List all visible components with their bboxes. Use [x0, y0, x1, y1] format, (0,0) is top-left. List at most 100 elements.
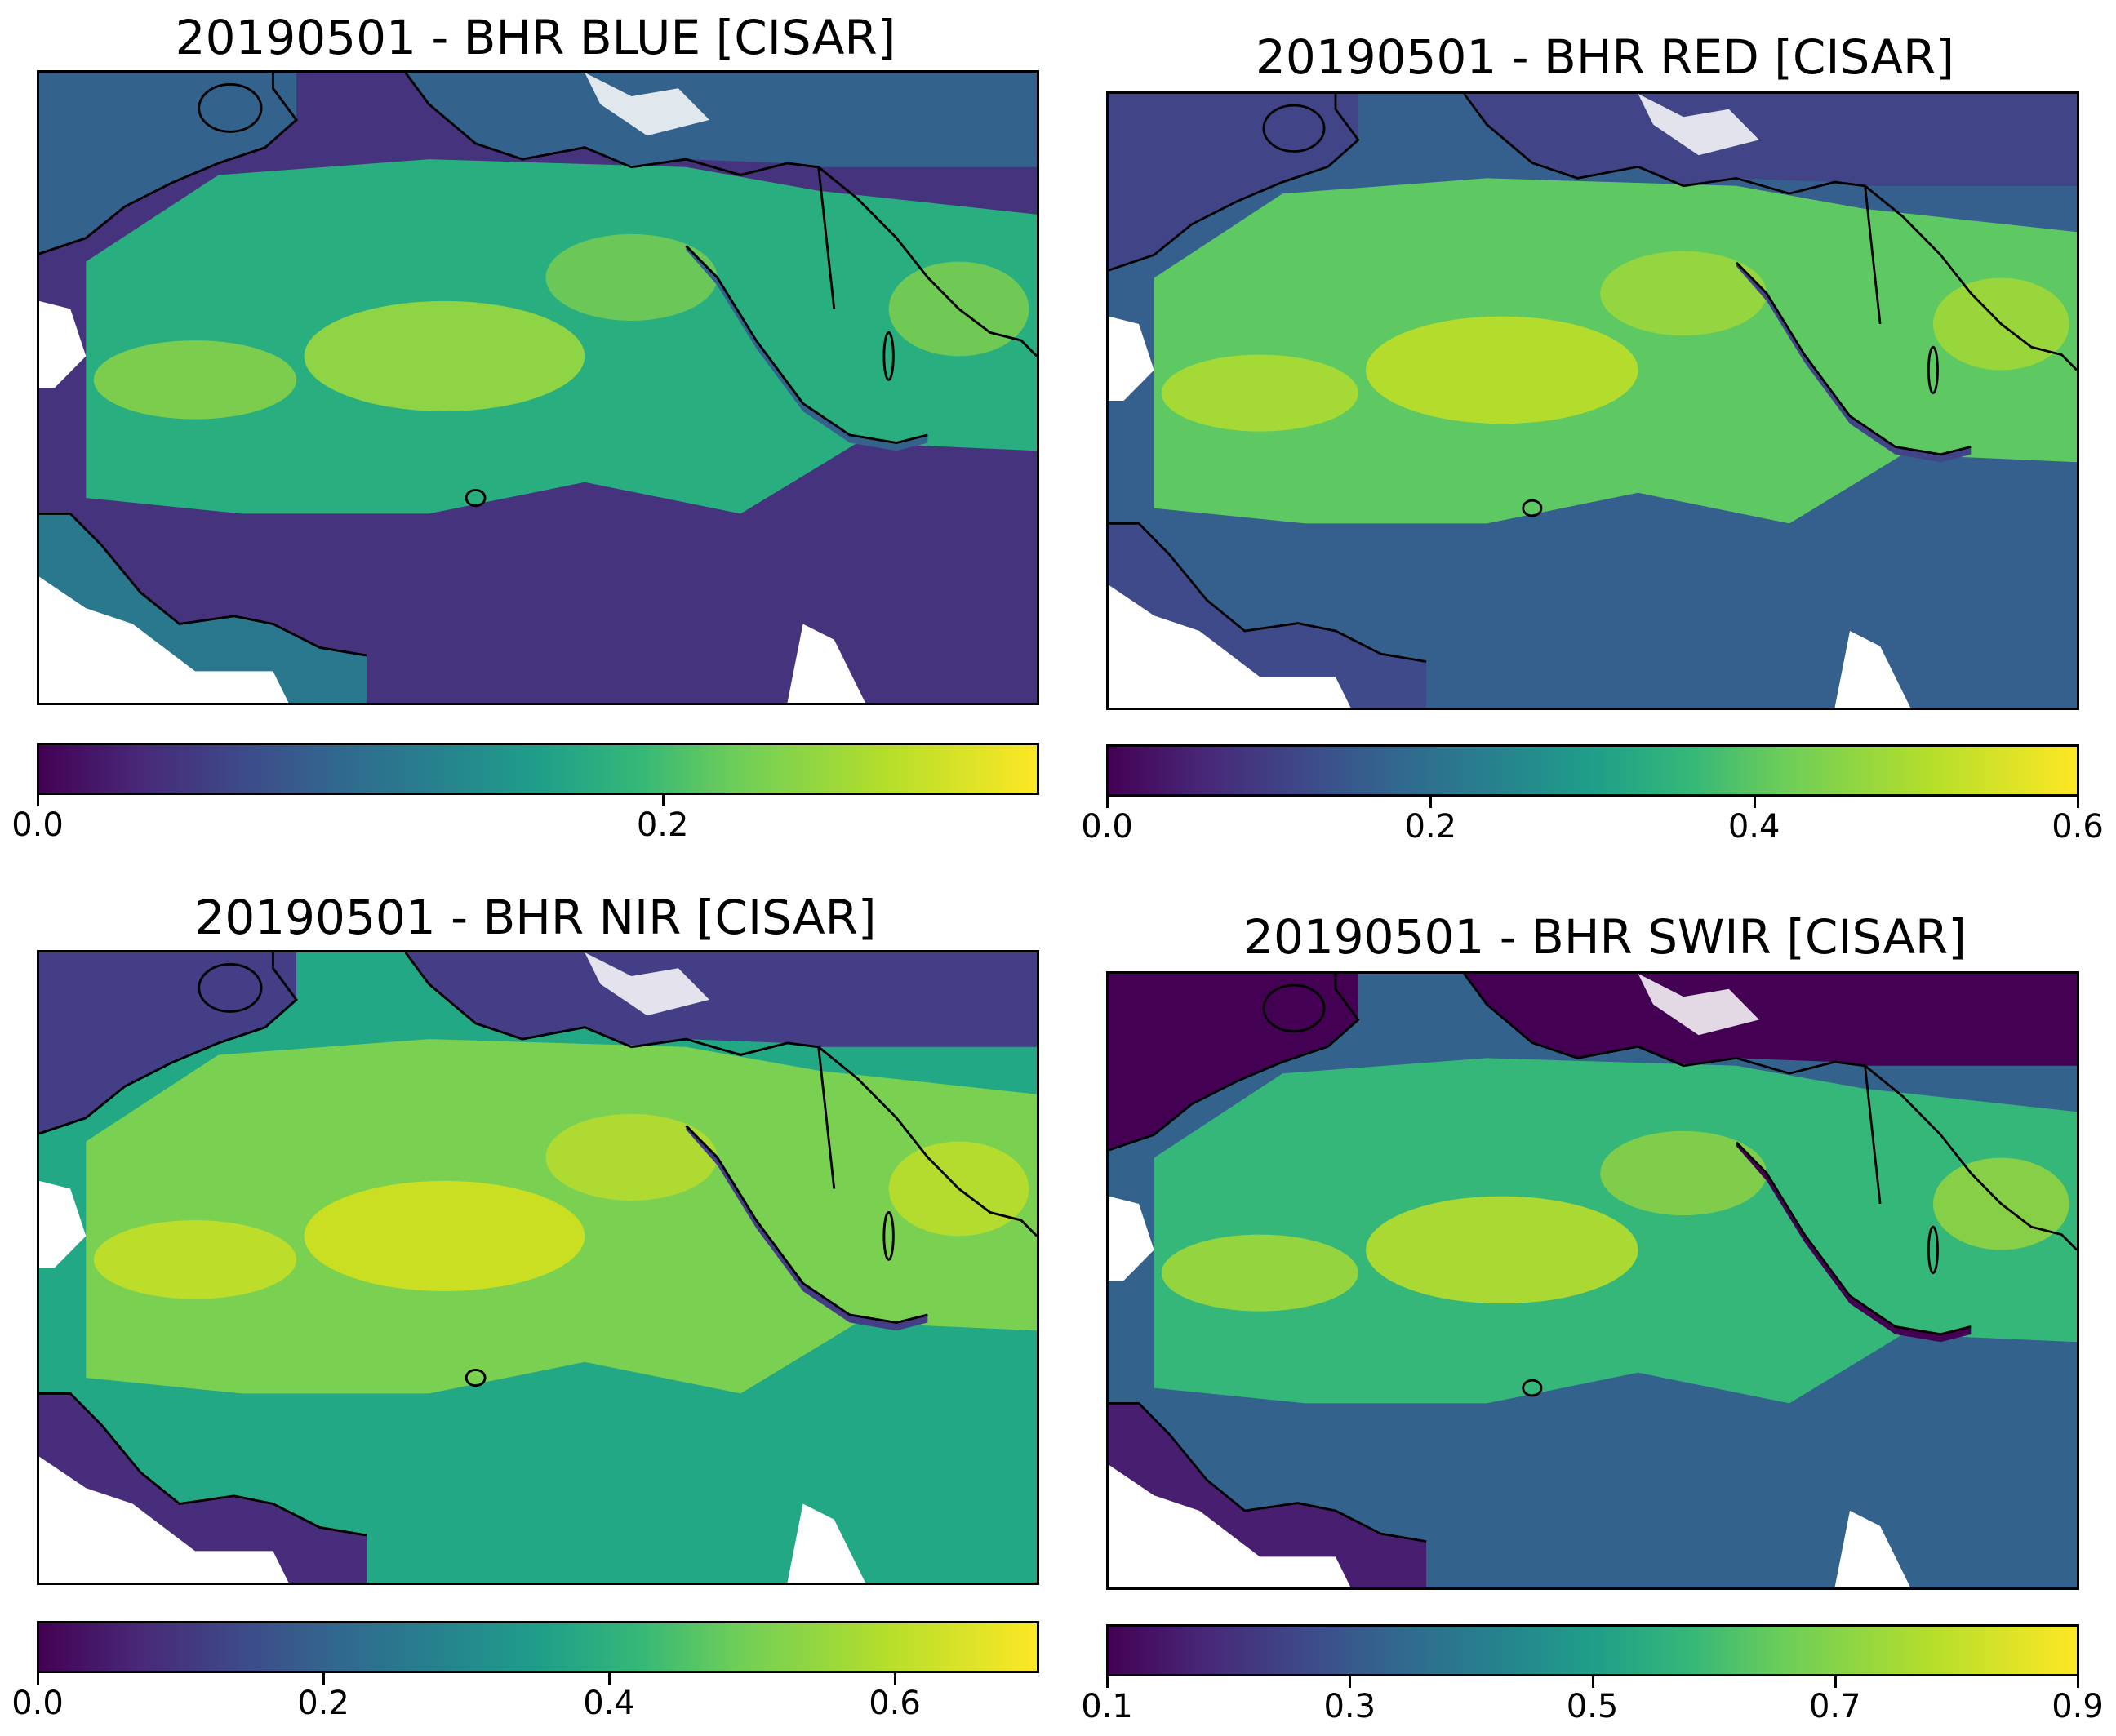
coastline: [1864, 185, 1882, 325]
lake-outline: [1522, 499, 1543, 517]
colorbar-tick: [37, 1673, 39, 1685]
colorbar-tick-label: 0.2: [297, 1685, 349, 1722]
panel-title-blue: 20190501 - BHR BLUE [CISAR]: [175, 10, 896, 65]
colorbar-blue: [37, 743, 1039, 795]
colorbar-tick-label: 0.0: [1081, 808, 1133, 846]
island: [1262, 983, 1326, 1032]
coastline: [1864, 1065, 1882, 1205]
panel-title-nir: 20190501 - BHR NIR [CISAR]: [194, 890, 877, 945]
island: [198, 83, 263, 133]
nodata-region: [1109, 1464, 1351, 1587]
bright-desert-region: [1161, 354, 1358, 432]
map-nir: [37, 950, 1039, 1585]
colorbar-tick: [322, 1673, 325, 1685]
mediterranean-sea: [1109, 94, 2077, 271]
colorbar-tick-label: 0.1: [1081, 1688, 1133, 1725]
nodata-region: [39, 576, 289, 703]
nodata-region: [787, 1503, 865, 1583]
colorbar-tick: [1753, 797, 1756, 808]
bright-desert-region: [1161, 1234, 1358, 1312]
coastline: [685, 245, 928, 445]
colorbar-tick-label: 0.6: [869, 1685, 921, 1722]
lake-outline: [882, 331, 895, 381]
map-red: [1106, 91, 2079, 710]
colorbar-tick-label: 0.7: [1808, 1688, 1861, 1725]
coastline: [1736, 1141, 1972, 1336]
island: [198, 963, 263, 1013]
mediterranean-sea: [1109, 974, 2077, 1151]
nodata-region: [39, 300, 87, 388]
colorbar-tick-label: 0.6: [2052, 808, 2104, 846]
bright-desert-region: [1600, 1130, 1767, 1216]
nodata-region: [585, 73, 710, 136]
colorbar-tick-label: 0.2: [636, 806, 689, 844]
bright-desert-region: [545, 1113, 718, 1201]
map-blue: [37, 70, 1039, 705]
albedo-map: [39, 952, 1037, 1583]
nodata-region: [585, 952, 710, 1016]
colorbar-tick-label: 0.5: [1566, 1688, 1619, 1725]
coastline: [685, 1125, 928, 1325]
coastline: [39, 952, 1037, 1537]
mediterranean-sea: [39, 73, 1037, 254]
colorbar-tick: [1106, 1676, 1109, 1688]
coastline: [817, 166, 836, 309]
nodata-region: [1638, 974, 1759, 1036]
lake-outline: [465, 1369, 487, 1387]
map-swir: [1106, 971, 2079, 1590]
colorbar-tick: [608, 1673, 611, 1685]
panel-title-swir: 20190501 - BHR SWIR [CISAR]: [1243, 909, 1967, 965]
colorbar-tick: [2077, 797, 2079, 808]
coastline: [1736, 261, 1972, 456]
colorbar-nir: [37, 1621, 1039, 1673]
colorbar-tick-label: 0.3: [1323, 1688, 1376, 1725]
red-sea: [1736, 1142, 1972, 1343]
colorbar-tick: [1834, 1676, 1837, 1688]
coastline: [1109, 974, 2077, 1543]
bright-desert-region: [1366, 316, 1638, 424]
colorbar-red: [1106, 744, 2079, 797]
nodata-region: [1834, 1511, 1911, 1587]
coastline: [817, 1046, 836, 1189]
coastline: [1109, 94, 2077, 663]
nodata-region: [39, 1180, 87, 1268]
panel-title-red: 20190501 - BHR RED [CISAR]: [1256, 29, 1954, 85]
colorbar-tick: [1429, 797, 1433, 808]
colorbar-tick: [1591, 1676, 1594, 1688]
bright-desert-region: [1366, 1196, 1638, 1304]
colorbar-tick: [1106, 797, 1109, 808]
colorbar-tick-label: 0.0: [11, 806, 64, 844]
bright-desert-region: [93, 340, 297, 420]
bright-desert-region: [304, 300, 585, 411]
nodata-region: [787, 624, 865, 703]
colorbar-tick: [661, 795, 665, 806]
colorbar-tick: [894, 1673, 896, 1685]
colorbar-tick: [1349, 1676, 1352, 1688]
colorbar-tick-label: 0.0: [11, 1685, 64, 1722]
bright-desert-region: [93, 1220, 297, 1299]
island: [1262, 104, 1326, 153]
lake-outline: [465, 489, 487, 508]
nodata-region: [1109, 584, 1351, 708]
lake-outline: [1927, 345, 1939, 395]
colorbar-tick-label: 0.4: [583, 1685, 635, 1722]
nodata-region: [1638, 94, 1759, 156]
red-sea: [686, 1126, 928, 1331]
lake-outline: [1927, 1225, 1939, 1275]
mediterranean-sea: [39, 952, 1037, 1134]
bright-desert-region: [304, 1180, 585, 1291]
lake-outline: [1522, 1379, 1543, 1397]
albedo-map: [1109, 94, 2077, 708]
colorbar-tick: [37, 795, 39, 806]
colorbar-tick-label: 0.9: [2052, 1688, 2104, 1725]
albedo-map: [39, 73, 1037, 703]
nodata-region: [1834, 631, 1911, 708]
lake-outline: [882, 1211, 895, 1261]
red-sea: [1736, 262, 1972, 463]
red-sea: [686, 246, 928, 451]
colorbar-tick-label: 0.2: [1404, 808, 1457, 846]
albedo-map: [1109, 974, 2077, 1587]
colorbar-tick-label: 0.4: [1727, 808, 1780, 846]
colorbar-swir: [1106, 1624, 2079, 1676]
coastline: [39, 73, 1037, 657]
